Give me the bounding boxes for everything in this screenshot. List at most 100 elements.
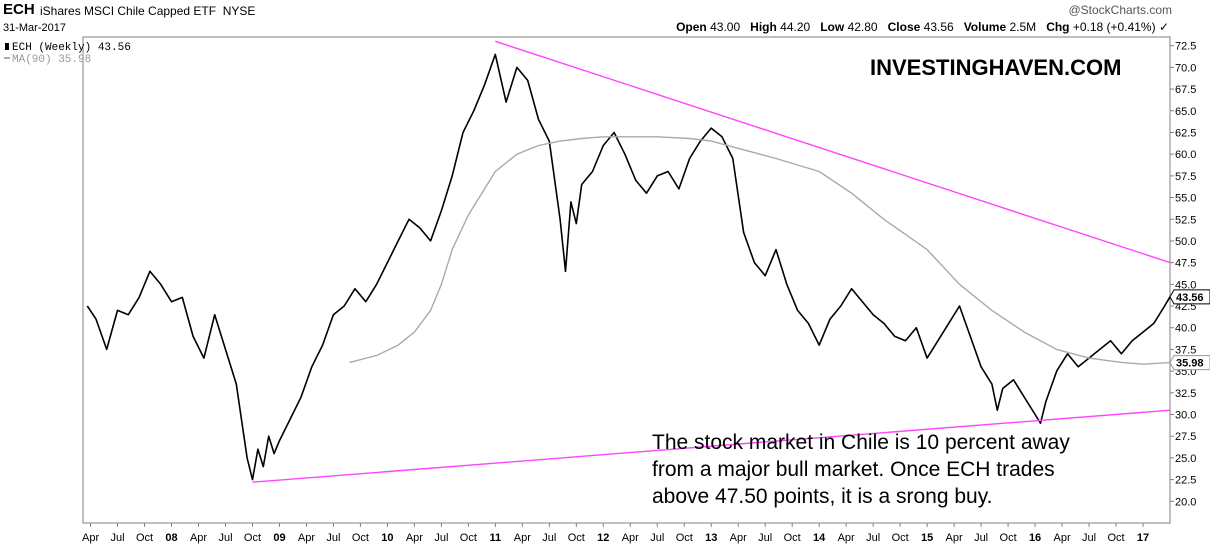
ticker-description: iShares MSCI Chile Capped ETF NYSE xyxy=(40,4,255,18)
x-tick-label: Oct xyxy=(892,532,909,544)
x-tick-label: Jul xyxy=(434,532,448,544)
x-tick-label: 11 xyxy=(490,532,502,544)
y-tick-label: 27.5 xyxy=(1175,431,1196,443)
x-tick-label: Jul xyxy=(1082,532,1096,544)
x-tick-label: 14 xyxy=(813,532,826,544)
volume-value: 2.5M xyxy=(1009,20,1037,34)
x-tick-label: 13 xyxy=(705,532,717,544)
x-tick-label: 10 xyxy=(381,532,393,544)
exchange-name: NYSE xyxy=(222,4,256,18)
x-tick-label: Oct xyxy=(784,532,801,544)
y-tick-label: 45.0 xyxy=(1175,279,1196,291)
y-tick-label: 30.0 xyxy=(1175,410,1196,422)
close-label: Close xyxy=(887,20,921,34)
x-tick-label: Jul xyxy=(111,532,125,544)
legend-swatch-price xyxy=(5,43,9,50)
chg-label: Chg xyxy=(1046,20,1070,34)
y-tick-label: 52.5 xyxy=(1175,214,1196,226)
stockcharts-watermark: @StockCharts.com xyxy=(1068,3,1172,17)
x-tick-label: Apr xyxy=(1053,532,1070,544)
x-axis: Apr Jul Oct 08 Apr Jul Oct 09 Apr Jul Oct 10 Apr Jul O… xyxy=(82,523,1149,544)
low-value: 42.80 xyxy=(847,20,878,34)
plot-frame xyxy=(82,36,1171,524)
support-trendline xyxy=(252,409,1171,483)
ma-price-tag-box xyxy=(1169,355,1210,371)
ma90-series-line xyxy=(349,136,1171,365)
x-tick-label: Apr xyxy=(514,532,531,544)
y-tick-label: 72.5 xyxy=(1175,41,1196,53)
x-tick-label: Oct xyxy=(244,532,261,544)
x-tick-label: Apr xyxy=(838,532,855,544)
x-tick-label: Jul xyxy=(758,532,772,544)
y-tick-label: 50.0 xyxy=(1175,236,1196,248)
security-name: iShares MSCI Chile Capped ETF xyxy=(40,4,217,18)
x-tick-label: Oct xyxy=(136,532,153,544)
chart-date: 31-Mar-2017 xyxy=(3,22,66,34)
y-tick-label: 70.0 xyxy=(1175,62,1196,74)
y-tick-label: 20.0 xyxy=(1175,496,1196,508)
x-tick-label: Oct xyxy=(568,532,585,544)
x-tick-label: 08 xyxy=(165,532,177,544)
x-tick-label: 15 xyxy=(921,532,933,544)
x-tick-label: Oct xyxy=(1107,532,1124,544)
open-label: Open xyxy=(676,20,707,34)
price-series-line xyxy=(86,53,1171,481)
annotation-line-3: above 47.50 points, it is a srong buy. xyxy=(652,485,993,508)
y-tick-label: 37.5 xyxy=(1175,344,1196,356)
y-tick-label: 57.5 xyxy=(1175,171,1196,183)
y-tick-label: 47.5 xyxy=(1175,258,1196,270)
y-tick-label: 60.0 xyxy=(1175,149,1196,161)
legend-price: ECH (Weekly) 43.56 xyxy=(12,42,131,54)
brand-watermark: INVESTINGHAVEN.COM xyxy=(870,55,1121,80)
annotation-text: The stock market in Chile is 10 percent … xyxy=(652,431,1070,508)
chg-value: +0.18 (+0.41%) xyxy=(1072,20,1156,34)
x-tick-label: Apr xyxy=(82,532,99,544)
annotation-line-2: from a major bull market. Once ECH trade… xyxy=(652,458,1055,481)
y-tick-label: 55.0 xyxy=(1175,193,1196,205)
close-value: 43.56 xyxy=(923,20,954,34)
legend-ma: MA(90) 35.98 xyxy=(12,54,91,66)
x-tick-label: Oct xyxy=(1000,532,1017,544)
ohlc-readout: Open 43.00 High 44.20 Low 42.80 Close 43… xyxy=(676,20,1169,34)
x-tick-label: Apr xyxy=(190,532,207,544)
y-tick-label: 40.0 xyxy=(1175,323,1196,335)
y-tick-label: 67.5 xyxy=(1175,84,1196,96)
y-tick-label: 62.5 xyxy=(1175,127,1196,139)
x-tick-label: Jul xyxy=(218,532,232,544)
x-tick-label: Apr xyxy=(406,532,423,544)
current-price-tag: 43.56 xyxy=(1176,292,1204,304)
chart-legend: ECH (Weekly) 43.56 MA(90) 35.98 xyxy=(4,42,131,66)
current-price-tag-box xyxy=(1169,289,1210,305)
x-tick-label: Apr xyxy=(946,532,963,544)
open-value: 43.00 xyxy=(710,20,741,34)
x-tick-label: Jul xyxy=(866,532,880,544)
y-tick-label: 65.0 xyxy=(1175,106,1196,118)
y-tick-label: 25.0 xyxy=(1175,453,1196,465)
x-tick-label: 16 xyxy=(1029,532,1041,544)
series-layer xyxy=(86,40,1171,483)
x-tick-label: 12 xyxy=(597,532,609,544)
x-tick-label: Jul xyxy=(974,532,988,544)
y-tick-label: 22.5 xyxy=(1175,475,1196,487)
x-tick-label: Oct xyxy=(352,532,369,544)
resistance-trendline xyxy=(495,40,1171,264)
x-tick-label: Jul xyxy=(650,532,664,544)
high-value: 44.20 xyxy=(780,20,811,34)
x-tick-label: Apr xyxy=(622,532,639,544)
x-tick-label: 17 xyxy=(1137,532,1149,544)
x-tick-label: Jul xyxy=(326,532,340,544)
x-tick-label: 09 xyxy=(273,532,285,544)
high-label: High xyxy=(750,20,777,34)
price-tags: 43.56 35.98 xyxy=(1169,289,1210,371)
x-tick-label: Apr xyxy=(298,532,315,544)
ma-price-tag: 35.98 xyxy=(1176,358,1204,370)
y-tick-label: 32.5 xyxy=(1175,388,1196,400)
x-tick-label: Oct xyxy=(460,532,477,544)
y-axis: 72.5 70.0 67.5 65.0 62.5 60.0 57.5 55.0 52.5 50.0… xyxy=(1170,41,1196,508)
x-tick-label: Oct xyxy=(676,532,693,544)
x-tick-label: Apr xyxy=(730,532,747,544)
ticker-symbol: ECH xyxy=(3,1,35,18)
x-tick-label: Jul xyxy=(542,532,556,544)
chg-check-icon: ✓ xyxy=(1158,20,1169,34)
